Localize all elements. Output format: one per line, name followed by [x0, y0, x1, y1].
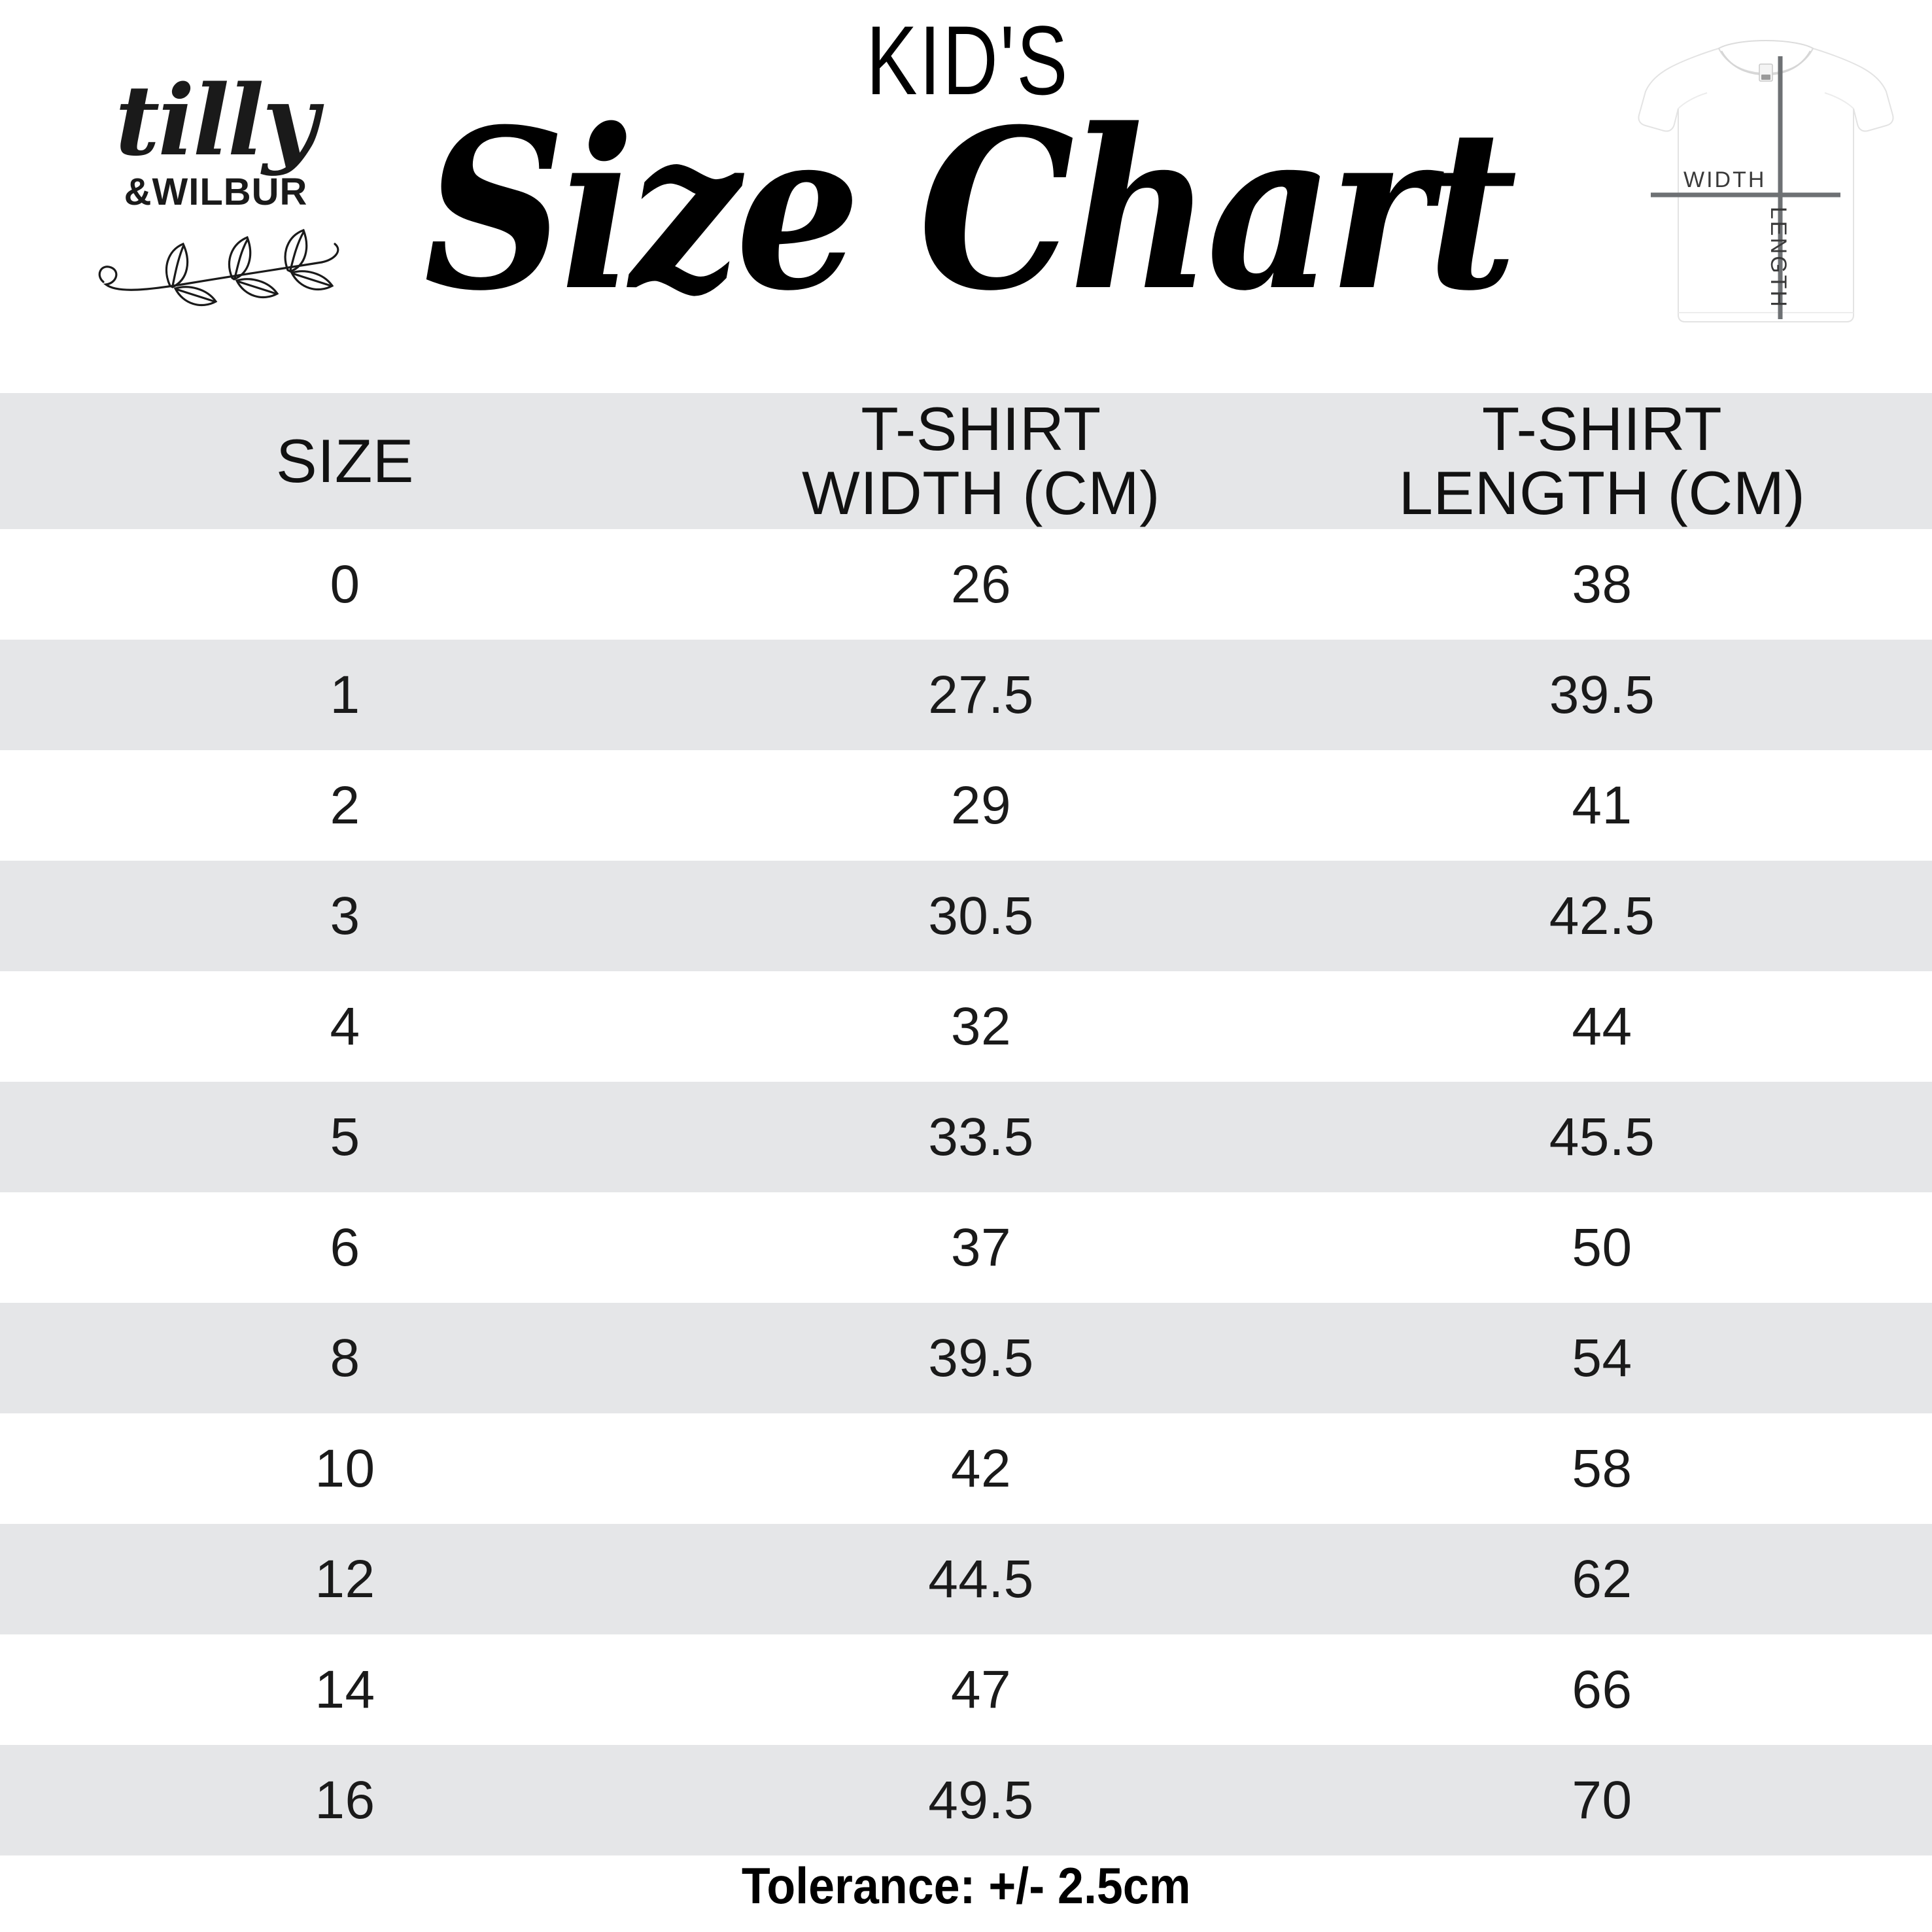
cell-length: 44 [1572, 996, 1632, 1056]
title-eyebrow: KID'S [866, 5, 1070, 115]
tolerance-note: Tolerance: +/- 2.5cm [0, 1856, 1932, 1916]
cell-size: 1 [330, 664, 360, 725]
cell-width: 30.5 [928, 886, 1034, 946]
cell-size: 10 [315, 1438, 375, 1498]
cell-width: 39.5 [928, 1328, 1034, 1388]
column-header-width-line1: T-SHIRT [861, 394, 1101, 464]
cell-width: 26 [950, 554, 1012, 614]
cell-width: 27.5 [928, 664, 1034, 725]
column-header-length: T-SHIRT LENGTH (CM) [1272, 397, 1932, 525]
width-label: WIDTH [1683, 167, 1766, 192]
table-row: 5 33.5 45.5 [0, 1082, 1932, 1192]
column-header-width: T-SHIRT WIDTH (CM) [690, 397, 1272, 525]
table-row: 4 32 44 [0, 971, 1932, 1082]
cell-size: 3 [330, 886, 360, 946]
cell-size: 6 [330, 1217, 360, 1277]
cell-width: 47 [950, 1659, 1012, 1719]
table-row: 12 44.5 62 [0, 1524, 1932, 1634]
table-row: 14 47 66 [0, 1634, 1932, 1745]
brand-sub-name: &WILBUR [124, 171, 308, 213]
cell-length: 58 [1572, 1438, 1632, 1498]
cell-size: 0 [330, 554, 360, 614]
cell-width: 29 [950, 775, 1012, 835]
column-header-length-line1: T-SHIRT [1481, 394, 1723, 464]
cell-width: 49.5 [928, 1770, 1034, 1830]
table-row: 1 27.5 39.5 [0, 640, 1932, 750]
table-row: 8 39.5 54 [0, 1303, 1932, 1413]
page-title: Size Chart [423, 80, 1517, 339]
table-row: 6 37 50 [0, 1192, 1932, 1303]
tshirt-measurement-diagram: WIDTH LENGTH [1635, 20, 1897, 353]
cell-size: 8 [330, 1328, 360, 1388]
cell-length: 45.5 [1549, 1107, 1655, 1167]
cell-length: 70 [1572, 1770, 1632, 1830]
cell-length: 54 [1572, 1328, 1632, 1388]
table-header-row: SIZE T-SHIRT WIDTH (CM) T-SHIRT LENGTH (… [0, 393, 1932, 529]
tshirt-icon: WIDTH LENGTH [1638, 39, 1894, 322]
cell-size: 5 [330, 1107, 360, 1167]
table-row: 0 26 38 [0, 529, 1932, 640]
length-label: LENGTH [1766, 207, 1791, 309]
column-header-width-line2: WIDTH (CM) [802, 458, 1160, 527]
title-block: KID'S Size Chart [366, 0, 1570, 321]
cell-length: 62 [1572, 1549, 1632, 1609]
cell-length: 39.5 [1549, 664, 1655, 725]
cell-size: 12 [315, 1549, 375, 1609]
cell-size: 2 [330, 775, 360, 835]
brand-logo: tilly &WILBUR [78, 72, 353, 320]
table-row: 10 42 58 [0, 1413, 1932, 1524]
cell-length: 41 [1572, 775, 1632, 835]
table-row: 2 29 41 [0, 750, 1932, 861]
page-header: tilly &WILBUR KID'S Size Cha [0, 0, 1932, 393]
brand-script-name: tilly [114, 63, 319, 177]
cell-length: 50 [1572, 1217, 1632, 1277]
cell-width: 44.5 [928, 1549, 1034, 1609]
cell-length: 42.5 [1549, 886, 1655, 946]
cell-width: 32 [950, 996, 1012, 1056]
cell-width: 33.5 [928, 1107, 1034, 1167]
cell-width: 37 [950, 1217, 1012, 1277]
laurel-branch-icon [98, 228, 339, 307]
size-chart-table: SIZE T-SHIRT WIDTH (CM) T-SHIRT LENGTH (… [0, 393, 1932, 1855]
cell-length: 38 [1572, 554, 1632, 614]
cell-size: 16 [315, 1770, 375, 1830]
column-header-length-line2: LENGTH (CM) [1398, 458, 1806, 527]
cell-size: 14 [315, 1659, 375, 1719]
cell-width: 42 [950, 1438, 1012, 1498]
tolerance-text: Tolerance: +/- 2.5cm [741, 1857, 1191, 1914]
cell-size: 4 [330, 996, 360, 1056]
column-header-size: SIZE [276, 426, 414, 496]
table-row: 16 49.5 70 [0, 1745, 1932, 1855]
table-row: 3 30.5 42.5 [0, 861, 1932, 971]
cell-length: 66 [1572, 1659, 1632, 1719]
